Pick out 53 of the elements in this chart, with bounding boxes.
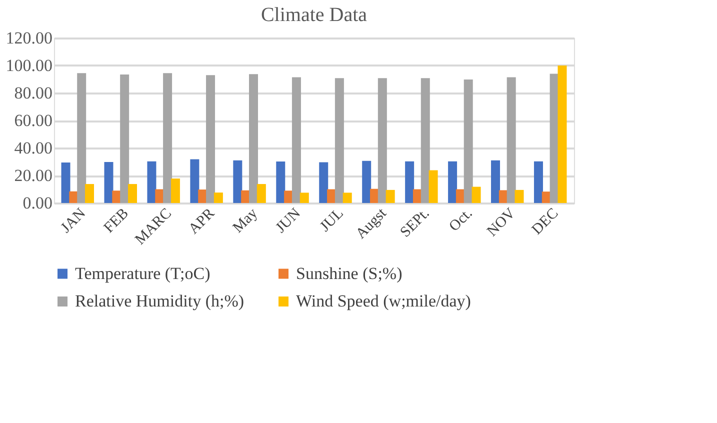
bar (77, 73, 86, 203)
bar (163, 73, 172, 203)
bar (214, 192, 223, 203)
y-tick-label: 100.00 (6, 56, 52, 75)
bar (506, 77, 516, 203)
bar (147, 161, 156, 203)
chart-title: Climate Data (260, 4, 368, 26)
legend-label: Sunshine (S;%) (296, 264, 402, 283)
legend-label: Temperature (T;oC) (75, 264, 210, 283)
bar (448, 161, 458, 203)
bar (233, 160, 242, 203)
bar (428, 170, 438, 203)
y-tick-label: 40.00 (14, 138, 52, 158)
legend-label: Relative Humidity (h;%) (75, 292, 244, 310)
x-tick-label: FEB (101, 206, 132, 236)
bar (378, 78, 387, 203)
bar (420, 78, 430, 203)
bar (276, 161, 286, 203)
bar (104, 162, 114, 203)
y-tick-label: 80.00 (14, 84, 52, 102)
bar (472, 186, 481, 203)
bar (128, 184, 137, 203)
bar (558, 66, 567, 203)
bar (85, 184, 94, 203)
bar (334, 78, 344, 203)
x-tick-label: JUL (317, 206, 347, 236)
bar (342, 192, 352, 203)
bar (405, 161, 414, 203)
bar (256, 184, 266, 203)
x-tick-label: May (230, 205, 262, 236)
y-tick-label: 120.00 (6, 28, 52, 48)
bar (292, 77, 301, 203)
bar (120, 74, 130, 203)
bar (491, 160, 500, 203)
bar (170, 178, 180, 203)
bar (514, 190, 524, 203)
legend-label: Wind Speed (w;mile/day) (296, 292, 471, 310)
bar (319, 162, 328, 203)
y-tick-label: 60.00 (14, 111, 52, 130)
bar (362, 160, 372, 203)
x-tick-label: Oct. (446, 206, 476, 235)
bar (534, 161, 543, 203)
x-tick-label: SEPt. (398, 206, 433, 241)
bar (190, 159, 200, 203)
bar (248, 74, 258, 203)
bar (206, 75, 216, 203)
y-tick-label: 20.00 (14, 166, 52, 185)
y-tick-label: 0.00 (22, 194, 52, 212)
bar (464, 80, 473, 203)
bar (386, 190, 395, 203)
bar (300, 192, 309, 203)
bar (61, 162, 70, 203)
x-tick-label: APR (186, 206, 218, 238)
